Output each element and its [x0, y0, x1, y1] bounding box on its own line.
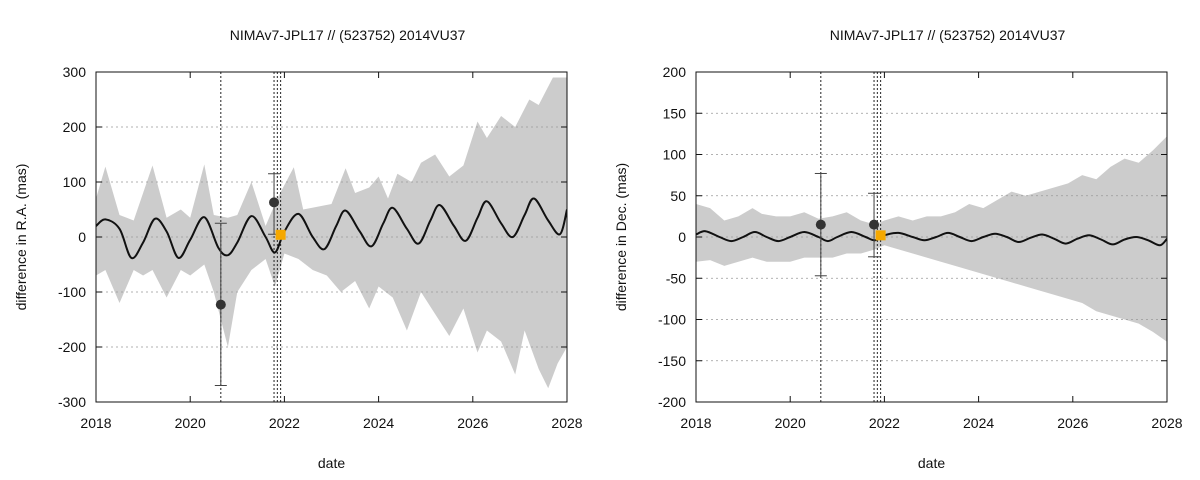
- x-tick-label: 2028: [1151, 415, 1182, 431]
- y-tick-label: 200: [663, 64, 687, 80]
- y-axis-label: difference in Dec. (mas): [613, 163, 629, 311]
- model-curve: [696, 230, 1167, 247]
- x-axis-label: date: [918, 455, 945, 471]
- y-tick-label: 0: [78, 229, 86, 245]
- uncertainty-band: [96, 77, 567, 389]
- x-tick-label: 2024: [363, 415, 394, 431]
- y-tick-label: 100: [63, 174, 87, 190]
- x-axis-label: date: [318, 455, 345, 471]
- chart-ra: NIMAv7-JPL17 // (523752) 2014VU37 -300 -20…: [13, 27, 583, 471]
- x-tick-label: 2024: [963, 415, 994, 431]
- y-tick-label: 0: [678, 229, 686, 245]
- x-tick-label: 2026: [1057, 415, 1088, 431]
- observation-point: [215, 299, 226, 310]
- x-tick-label: 2020: [175, 415, 206, 431]
- y-tick-label: -200: [658, 394, 686, 410]
- chart-dec-svg: NIMAv7-JPL17 // (523752) 2014VU37 -200 -15…: [613, 27, 1183, 471]
- observation-point: [869, 219, 880, 230]
- x-tick-label: 2022: [869, 415, 900, 431]
- x-tick-label: 2018: [680, 415, 711, 431]
- x-tick-label: 2018: [80, 415, 111, 431]
- y-tick-label: -300: [58, 394, 86, 410]
- x-tick-label: 2020: [775, 415, 806, 431]
- y-tick-label: 200: [63, 119, 87, 135]
- model-curve: [96, 197, 567, 260]
- y-tick-label: -200: [58, 339, 86, 355]
- y-axis-label: difference in R.A. (mas): [13, 164, 29, 311]
- y-tick-label: -50: [666, 270, 686, 286]
- y-tick-label: -100: [58, 284, 86, 300]
- y-tick-label: -100: [658, 312, 686, 328]
- chart-ra-svg: NIMAv7-JPL17 // (523752) 2014VU37 -300 -20…: [13, 27, 583, 471]
- chart-dec: NIMAv7-JPL17 // (523752) 2014VU37 -200 -15…: [600, 0, 1200, 480]
- x-tick-label: 2026: [457, 415, 488, 431]
- y-tick-label: 50: [670, 188, 686, 204]
- observation-point-highlight: [275, 229, 286, 240]
- y-tick-label: -150: [658, 353, 686, 369]
- y-tick-label: 100: [663, 147, 687, 163]
- observation-point: [815, 219, 826, 230]
- chart-title: NIMAv7-JPL17 // (523752) 2014VU37: [830, 27, 1066, 43]
- observation-point-highlight: [875, 230, 886, 241]
- observation-point: [269, 197, 280, 208]
- y-tick-label: 300: [63, 64, 87, 80]
- chart-title: NIMAv7-JPL17 // (523752) 2014VU37: [230, 27, 466, 43]
- x-tick-label: 2022: [269, 415, 300, 431]
- x-tick-label: 2028: [551, 415, 582, 431]
- y-tick-label: 150: [663, 105, 687, 121]
